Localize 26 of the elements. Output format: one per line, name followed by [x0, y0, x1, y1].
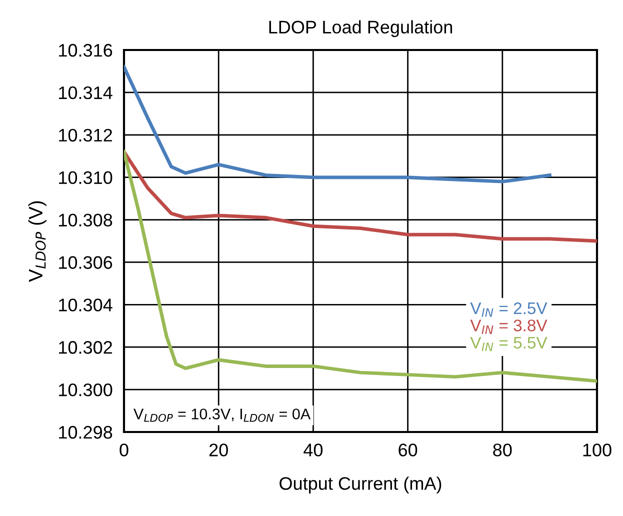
y-tick-label: 10.298	[59, 426, 112, 439]
y-tick-label: 10.308	[59, 214, 112, 226]
line-series	[124, 150, 597, 243]
text: V$_{IN}$ = 3.8V	[470, 320, 548, 334]
y-tick-label: 10.306	[59, 256, 112, 269]
y-tick-label: 10.302	[59, 341, 112, 354]
x-tick-label: 0	[120, 444, 128, 456]
x-tick-label: 20	[209, 444, 228, 456]
x-axis-title: Output Current (mA)	[280, 476, 442, 494]
y-tick-label: 10.300	[59, 383, 112, 396]
x-tick-label: 100	[583, 444, 612, 456]
annotation: V$_{LDOP}$ = 10.3V, I$_{LDON}$ = 0A	[134, 408, 311, 422]
x-tick-label: 60	[398, 444, 418, 456]
x-tick-label: 80	[493, 444, 512, 456]
line-series	[124, 150, 597, 383]
y-tick-label: 10.304	[59, 298, 112, 312]
series-label: V$_{IN}$ = 5.5V	[470, 336, 548, 352]
y-axis-title: V$_{LDOP}$ (V)	[28, 201, 46, 282]
y-tick-label: 10.312	[59, 128, 112, 142]
y-tick-label: 10.310	[59, 171, 112, 184]
y-tick-label: 10.316	[59, 44, 112, 57]
line-series	[124, 65, 552, 184]
x-tick-label: 40	[304, 444, 323, 456]
y-tick-label: 10.314	[59, 86, 112, 100]
text: V$_{IN}$ = 2.5V	[470, 302, 548, 317]
chart-title: LDOP Load Regulation	[269, 20, 452, 38]
